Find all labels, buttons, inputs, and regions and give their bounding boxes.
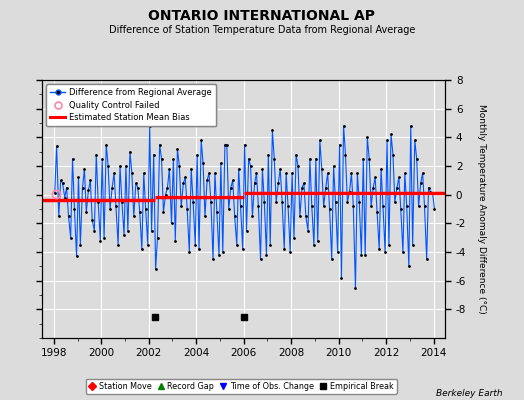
Text: Difference of Station Temperature Data from Regional Average: Difference of Station Temperature Data f…: [109, 25, 415, 35]
Text: ONTARIO INTERNATIONAL AP: ONTARIO INTERNATIONAL AP: [148, 9, 376, 23]
Legend: Station Move, Record Gap, Time of Obs. Change, Empirical Break: Station Move, Record Gap, Time of Obs. C…: [85, 378, 397, 394]
Text: Berkeley Earth: Berkeley Earth: [436, 389, 503, 398]
Y-axis label: Monthly Temperature Anomaly Difference (°C): Monthly Temperature Anomaly Difference (…: [477, 104, 486, 314]
Legend: Difference from Regional Average, Quality Control Failed, Estimated Station Mean: Difference from Regional Average, Qualit…: [46, 84, 216, 126]
